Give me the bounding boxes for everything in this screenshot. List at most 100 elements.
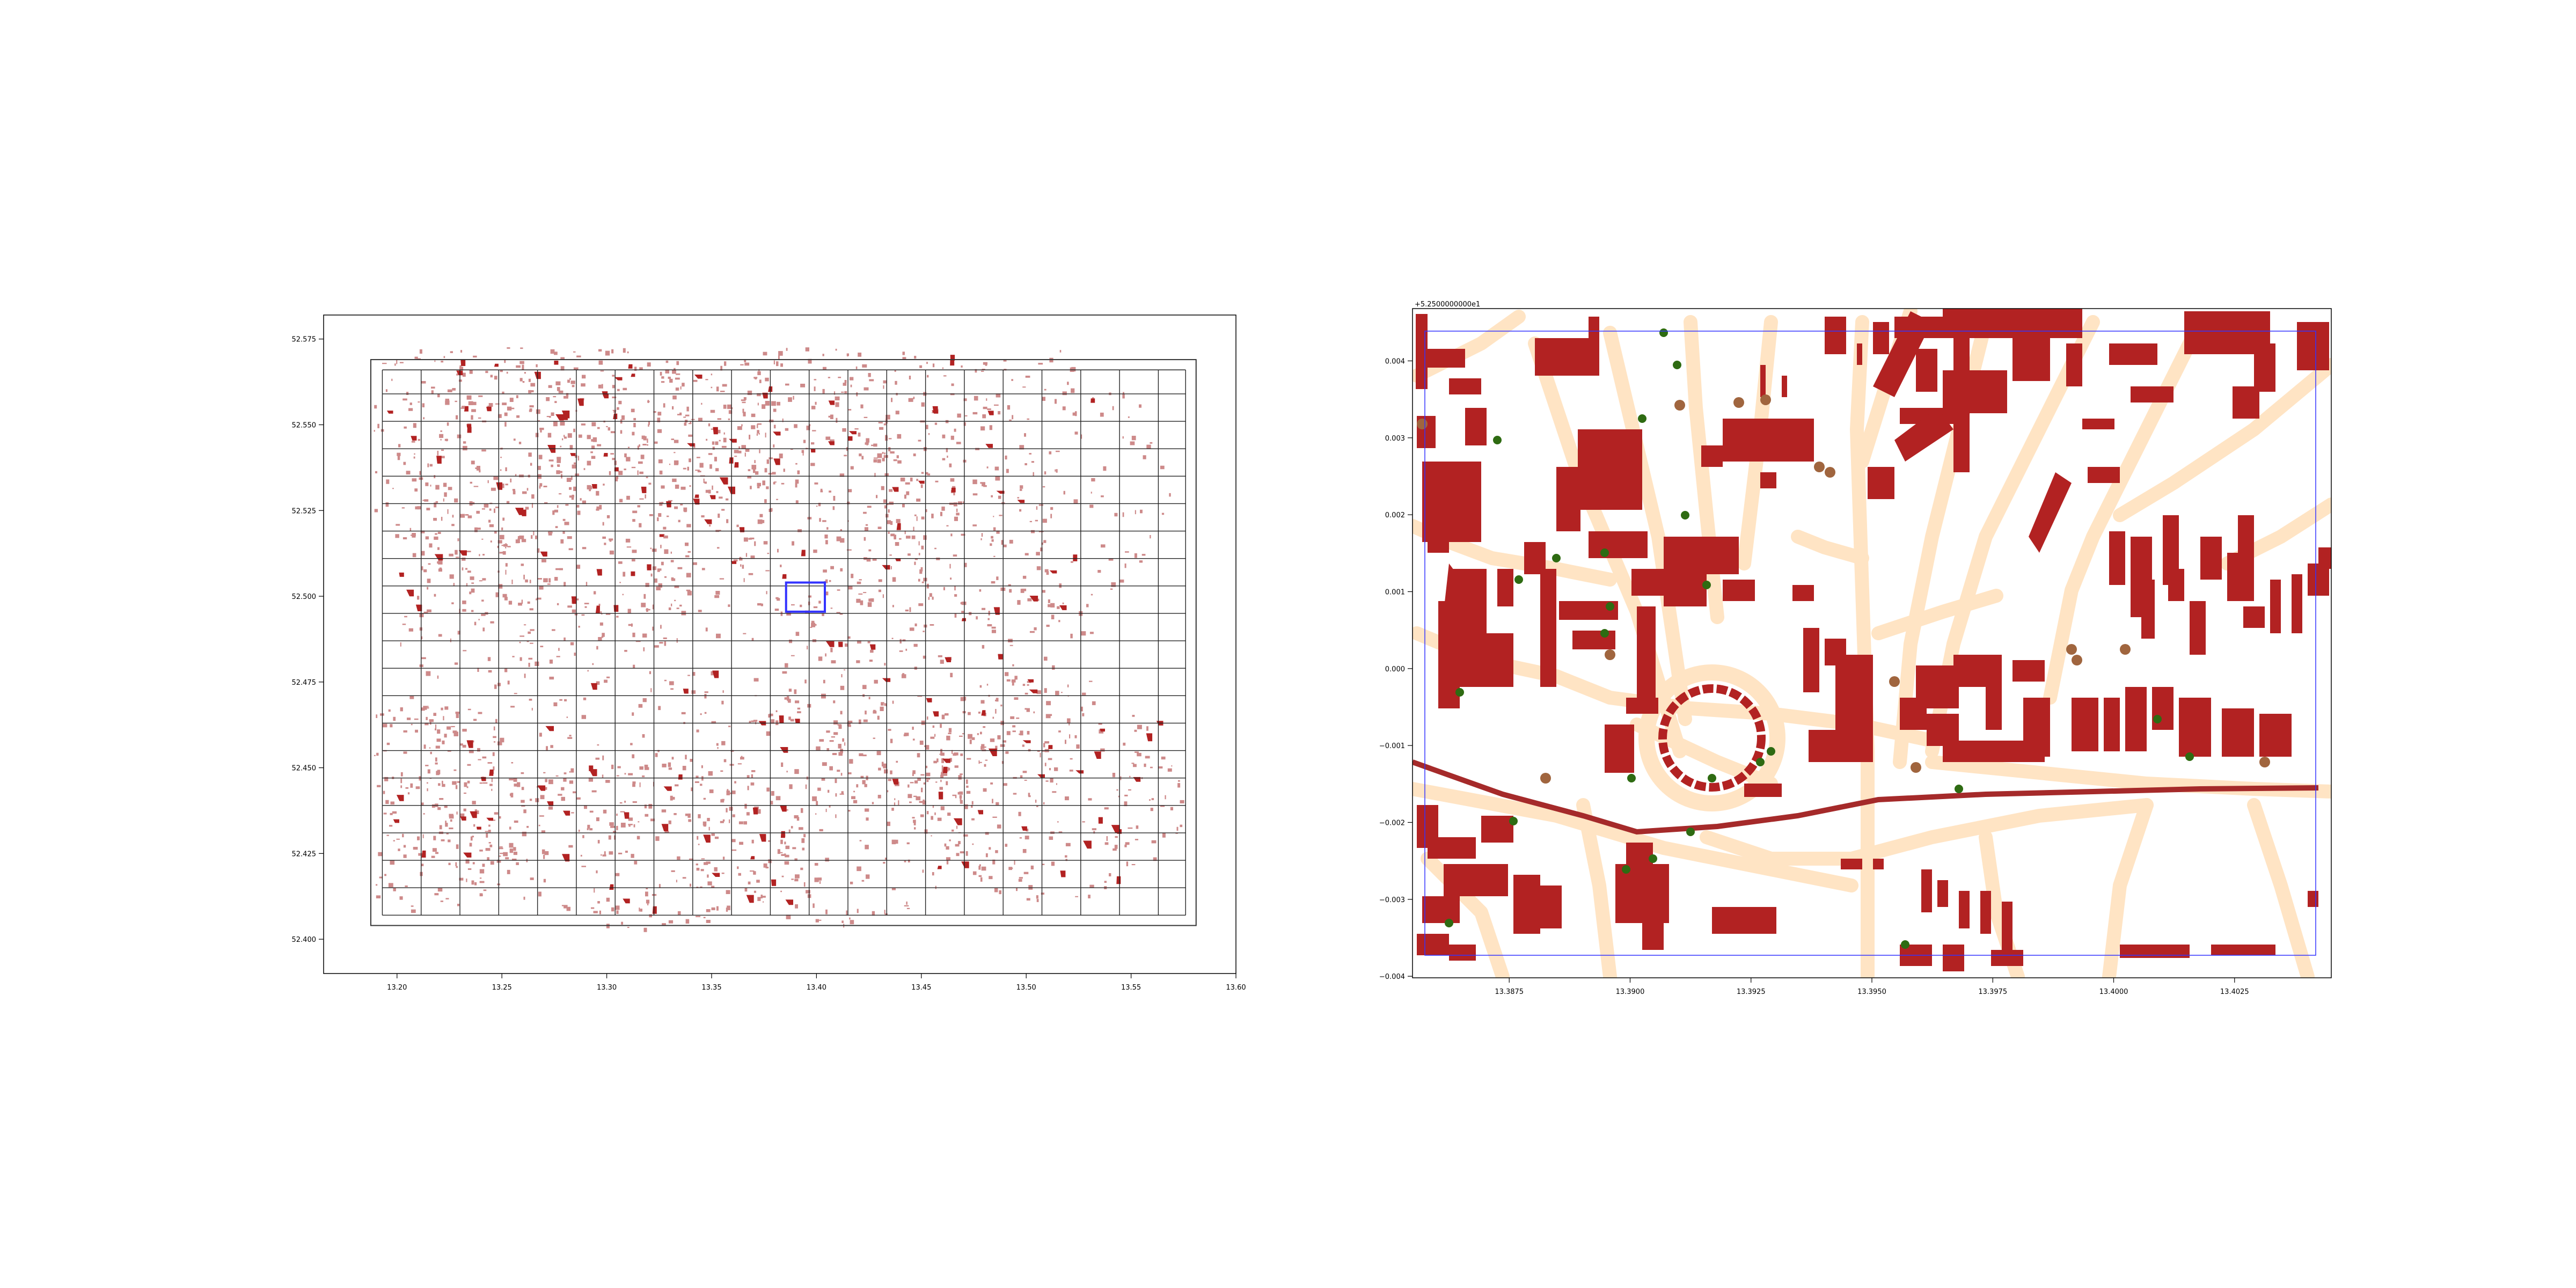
tree-marker bbox=[1493, 436, 1502, 444]
tree-marker bbox=[1767, 747, 1775, 756]
tree-marker bbox=[1889, 676, 1900, 687]
tree-marker bbox=[1622, 865, 1630, 874]
tree-marker bbox=[1600, 629, 1609, 638]
tree-marker bbox=[1514, 575, 1523, 584]
overview-y-tick-label: 52.475 bbox=[292, 679, 317, 687]
tree-marker bbox=[1825, 467, 1835, 478]
tree-marker bbox=[1911, 762, 1921, 773]
tree-marker bbox=[2120, 644, 2131, 655]
overview-x-tick-label: 13.20 bbox=[387, 984, 407, 992]
tree-marker bbox=[1708, 774, 1716, 782]
tree-marker bbox=[2185, 752, 2194, 761]
building-slab bbox=[2029, 472, 2072, 553]
street-segment bbox=[1850, 315, 1875, 978]
tree-marker bbox=[1702, 581, 1711, 589]
overview-large-footprints bbox=[386, 355, 1163, 914]
overview-x-tick-label: 13.40 bbox=[807, 984, 826, 992]
detail-y-tick-label: 0.004 bbox=[1385, 357, 1405, 365]
overview-y-axis: 52.575 52.550 52.525 52.500 52.475 52.450 52.4… bbox=[292, 336, 324, 944]
detail-x-tick-label: 13.3925 bbox=[1737, 988, 1766, 996]
street-segment bbox=[2247, 798, 2315, 978]
detail-building-footprints bbox=[1416, 309, 2331, 971]
tree-marker bbox=[2072, 655, 2082, 665]
street-segment bbox=[2102, 798, 2154, 978]
tree-marker bbox=[1659, 328, 1668, 337]
tree-marker bbox=[1649, 854, 1657, 863]
rail-track bbox=[1413, 759, 2319, 835]
detail-x-tick-label: 13.4000 bbox=[2099, 988, 2128, 996]
building-blocks bbox=[1416, 309, 2331, 971]
detail-y-tick-label: 0.002 bbox=[1385, 511, 1405, 519]
overview-map-panel: 13.20 13.25 13.30 13.35 13.40 13.45 13.50 13.55… bbox=[292, 314, 1246, 992]
tree-marker bbox=[1638, 414, 1646, 423]
street-segment bbox=[1700, 798, 2154, 866]
overview-x-axis: 13.20 13.25 13.30 13.35 13.40 13.45 13.50 13.55… bbox=[387, 974, 1246, 992]
detail-map-panel: +5.2500000000e1 13.3875 13.3900 13.3925 13.… bbox=[1379, 301, 2332, 996]
detail-rail-line bbox=[1413, 759, 2319, 835]
tree-marker bbox=[2259, 757, 2270, 767]
street-segment bbox=[1871, 589, 2003, 640]
tree-marker bbox=[1760, 394, 1771, 405]
tree-marker bbox=[1509, 817, 1518, 825]
tree-marker bbox=[1417, 419, 1428, 429]
overview-boundary-box bbox=[370, 359, 1197, 926]
overview-y-tick-label: 52.525 bbox=[292, 507, 317, 515]
detail-x-tick-label: 13.3950 bbox=[1857, 988, 1886, 996]
overview-y-tick-label: 52.400 bbox=[292, 936, 317, 944]
tree-marker bbox=[1674, 400, 1685, 411]
overview-x-tick-label: 13.55 bbox=[1121, 984, 1141, 992]
detail-y-offset-label: +5.2500000000e1 bbox=[1415, 301, 1480, 309]
street-segment bbox=[2113, 358, 2331, 522]
tree-marker bbox=[1756, 758, 1765, 766]
overview-y-tick-label: 52.575 bbox=[292, 336, 317, 344]
detail-x-tick-label: 13.3875 bbox=[1495, 988, 1524, 996]
detail-x-axis: 13.3875 13.3900 13.3925 13.3950 13.3975 13.40… bbox=[1495, 978, 2249, 996]
detail-tree-markers bbox=[1417, 328, 2270, 949]
detail-y-tick-label: −0.002 bbox=[1379, 819, 1405, 827]
street-segment bbox=[1576, 798, 1617, 978]
roundabout-building-ring bbox=[1658, 684, 1766, 792]
tree-marker bbox=[1686, 828, 1695, 836]
overview-plot-area bbox=[324, 315, 1236, 974]
detail-y-tick-label: −0.001 bbox=[1379, 742, 1405, 750]
detail-y-tick-label: 0.001 bbox=[1385, 588, 1405, 596]
detail-y-tick-label: −0.004 bbox=[1379, 973, 1405, 981]
tree-marker bbox=[1673, 361, 1681, 369]
tree-marker bbox=[1605, 649, 1615, 660]
detail-y-axis: 0.004 0.003 0.002 0.001 0.000 −0.001 −0.002 −0.… bbox=[1379, 357, 1413, 981]
tree-marker bbox=[1814, 462, 1825, 472]
tree-marker bbox=[1681, 511, 1689, 519]
detail-y-tick-label: 0.000 bbox=[1385, 665, 1405, 674]
tree-marker bbox=[1901, 940, 1909, 949]
detail-extent-box bbox=[1424, 331, 2316, 956]
overview-x-tick-label: 13.25 bbox=[492, 984, 512, 992]
overview-y-tick-label: 52.500 bbox=[292, 593, 317, 601]
street-segment bbox=[1413, 782, 1858, 892]
tree-marker bbox=[1455, 688, 1464, 697]
tree-marker bbox=[1552, 554, 1561, 562]
tree-marker bbox=[1540, 773, 1551, 784]
tree-marker bbox=[2153, 715, 2162, 723]
roundabout-street bbox=[1638, 664, 1785, 811]
overview-x-tick-label: 13.50 bbox=[1016, 984, 1036, 992]
building-slab bbox=[1873, 311, 1932, 397]
overview-x-tick-label: 13.35 bbox=[701, 984, 721, 992]
overview-y-tick-label: 52.450 bbox=[292, 765, 317, 773]
overview-grid-lines bbox=[382, 369, 1186, 916]
overview-highlight-box bbox=[785, 581, 826, 613]
tree-marker bbox=[1606, 602, 1614, 611]
detail-y-tick-label: −0.003 bbox=[1379, 896, 1405, 904]
overview-y-tick-label: 52.550 bbox=[292, 422, 317, 430]
street-segment bbox=[1791, 530, 1869, 565]
overview-x-tick-label: 13.30 bbox=[597, 984, 617, 992]
detail-y-tick-label: 0.003 bbox=[1385, 435, 1405, 443]
building-slab bbox=[1894, 408, 1953, 462]
building-slab bbox=[1444, 564, 1481, 633]
overview-building-footprints bbox=[374, 347, 1184, 932]
detail-x-tick-label: 13.3900 bbox=[1616, 988, 1645, 996]
tree-marker bbox=[1733, 397, 1744, 408]
tree-marker bbox=[1445, 919, 1453, 927]
detail-x-tick-label: 13.3975 bbox=[1978, 988, 2007, 996]
tree-marker bbox=[1600, 548, 1609, 557]
